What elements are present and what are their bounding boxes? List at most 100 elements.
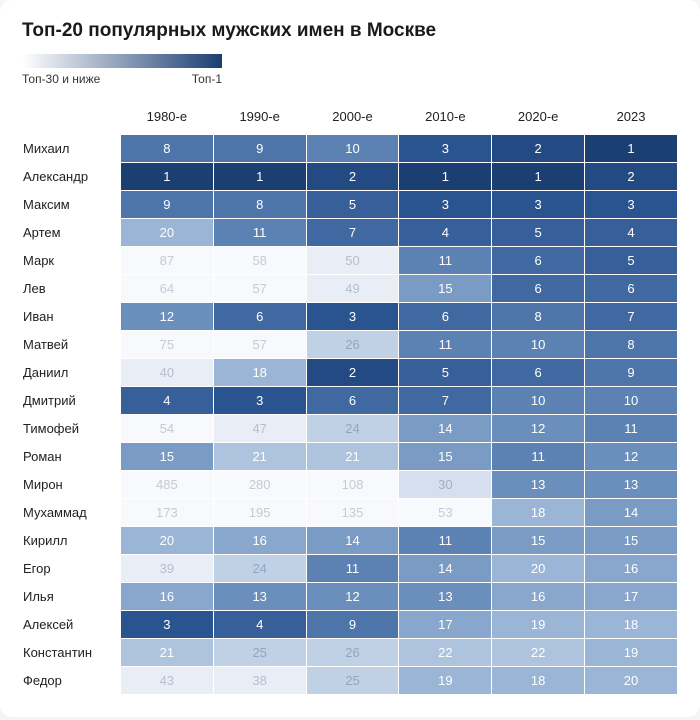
table-row: Даниил40182569: [23, 359, 677, 386]
table-row: Илья161312131617: [23, 583, 677, 610]
heatmap-cell: 6: [492, 359, 584, 386]
heatmap-cell: 3: [399, 135, 491, 162]
heatmap-cell: 24: [214, 555, 306, 582]
row-label: Кирилл: [23, 527, 120, 554]
heatmap-cell: 30: [399, 471, 491, 498]
heatmap-cell: 4: [585, 219, 677, 246]
table-row: Федор433825191820: [23, 667, 677, 694]
heatmap-cell: 87: [121, 247, 213, 274]
heatmap-cell: 13: [585, 471, 677, 498]
heatmap-cell: 20: [121, 219, 213, 246]
heatmap-cell: 8: [214, 191, 306, 218]
heatmap-cell: 8: [585, 331, 677, 358]
heatmap-cell: 11: [399, 527, 491, 554]
row-label: Мирон: [23, 471, 120, 498]
row-label: Артем: [23, 219, 120, 246]
heatmap-cell: 15: [585, 527, 677, 554]
heatmap-cell: 18: [585, 611, 677, 638]
table-row: Алексей349171918: [23, 611, 677, 638]
heatmap-cell: 39: [121, 555, 213, 582]
heatmap-cell: 9: [307, 611, 399, 638]
heatmap-cell: 25: [214, 639, 306, 666]
heatmap-cell: 15: [399, 443, 491, 470]
heatmap-cell: 19: [492, 611, 584, 638]
heatmap-cell: 6: [214, 303, 306, 330]
table-row: Михаил8910321: [23, 135, 677, 162]
column-header: 2000-е: [307, 103, 399, 134]
legend-high-label: Топ-1: [192, 72, 222, 86]
heatmap-cell: 3: [121, 611, 213, 638]
column-header: 2010-е: [399, 103, 491, 134]
heatmap-cell: 20: [492, 555, 584, 582]
heatmap-cell: 21: [121, 639, 213, 666]
table-row: Дмитрий43671010: [23, 387, 677, 414]
heatmap-cell: 15: [399, 275, 491, 302]
heatmap-cell: 20: [121, 527, 213, 554]
row-label: Роман: [23, 443, 120, 470]
heatmap-cell: 3: [307, 303, 399, 330]
heatmap-cell: 13: [214, 583, 306, 610]
heatmap-cell: 3: [399, 191, 491, 218]
legend: Топ-30 и ниже Топ-1: [22, 54, 678, 86]
heatmap-cell: 16: [214, 527, 306, 554]
heatmap-cell: 22: [492, 639, 584, 666]
heatmap-card: Топ-20 популярных мужских имен в Москве …: [0, 0, 700, 717]
heatmap-cell: 12: [492, 415, 584, 442]
row-label: Мухаммад: [23, 499, 120, 526]
heatmap-cell: 12: [121, 303, 213, 330]
table-row: Александр112112: [23, 163, 677, 190]
table-row: Кирилл201614111515: [23, 527, 677, 554]
heatmap-cell: 1: [214, 163, 306, 190]
table-row: Мухаммад173195135531814: [23, 499, 677, 526]
heatmap-cell: 195: [214, 499, 306, 526]
row-label: Александр: [23, 163, 120, 190]
heatmap-cell: 9: [585, 359, 677, 386]
heatmap-cell: 6: [492, 247, 584, 274]
heatmap-cell: 15: [121, 443, 213, 470]
row-label: Лев: [23, 275, 120, 302]
heatmap-cell: 13: [399, 583, 491, 610]
heatmap-cell: 12: [307, 583, 399, 610]
column-header: 2020-е: [492, 103, 584, 134]
legend-gradient: [22, 54, 222, 68]
row-label: Даниил: [23, 359, 120, 386]
heatmap-cell: 1: [399, 163, 491, 190]
heatmap-cell: 173: [121, 499, 213, 526]
heatmap-cell: 21: [214, 443, 306, 470]
heatmap-cell: 108: [307, 471, 399, 498]
heatmap-cell: 16: [121, 583, 213, 610]
heatmap-cell: 2: [307, 359, 399, 386]
heatmap-cell: 17: [585, 583, 677, 610]
column-header: 1990-е: [214, 103, 306, 134]
heatmap-cell: 6: [399, 303, 491, 330]
heatmap-cell: 14: [307, 527, 399, 554]
table-row: Максим985333: [23, 191, 677, 218]
row-label: Алексей: [23, 611, 120, 638]
heatmap-cell: 9: [121, 191, 213, 218]
table-row: Роман152121151112: [23, 443, 677, 470]
heatmap-cell: 50: [307, 247, 399, 274]
heatmap-cell: 14: [399, 415, 491, 442]
heatmap-cell: 3: [585, 191, 677, 218]
row-label: Матвей: [23, 331, 120, 358]
heatmap-cell: 21: [307, 443, 399, 470]
heatmap-cell: 15: [492, 527, 584, 554]
heatmap-cell: 10: [492, 387, 584, 414]
row-label: Марк: [23, 247, 120, 274]
heatmap-cell: 47: [214, 415, 306, 442]
table-row: Матвей75572611108: [23, 331, 677, 358]
heatmap-cell: 7: [585, 303, 677, 330]
heatmap-cell: 7: [399, 387, 491, 414]
table-row: Лев6457491566: [23, 275, 677, 302]
legend-labels: Топ-30 и ниже Топ-1: [22, 72, 222, 86]
heatmap-cell: 26: [307, 331, 399, 358]
heatmap-cell: 10: [585, 387, 677, 414]
heatmap-cell: 13: [492, 471, 584, 498]
heatmap-cell: 5: [307, 191, 399, 218]
table-row: Егор392411142016: [23, 555, 677, 582]
table-row: Константин212526222219: [23, 639, 677, 666]
heatmap-cell: 11: [492, 443, 584, 470]
row-label: Максим: [23, 191, 120, 218]
heatmap-cell: 485: [121, 471, 213, 498]
heatmap-cell: 1: [121, 163, 213, 190]
